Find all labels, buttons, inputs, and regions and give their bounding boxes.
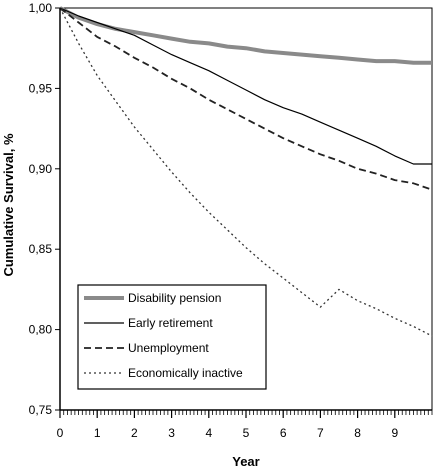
x-tick-label: 9: [391, 426, 398, 440]
legend-label: Early retirement: [128, 316, 213, 330]
x-tick-label: 2: [131, 426, 138, 440]
x-tick-label: 0: [57, 426, 64, 440]
x-tick-label: 6: [280, 426, 287, 440]
y-tick-label: 0,90: [29, 162, 53, 176]
x-tick-label: 4: [205, 426, 212, 440]
x-tick-label: 8: [354, 426, 361, 440]
x-axis-title: Year: [232, 454, 259, 467]
legend-box: [77, 284, 267, 390]
y-tick-label: 0,80: [29, 323, 53, 337]
series-line-early-retirement: [59, 7, 432, 165]
series-line-disability-pension: [59, 6, 432, 65]
legend: Disability pension Early retirement Unempl…: [77, 284, 267, 390]
series-line-unemployment: [59, 7, 433, 191]
axes-layer: 0,75 0,80 0,85 0,90 0,95 1,00 0 1 2 3 4 5 6 7 8 9: [29, 1, 433, 440]
x-tick-label: 1: [94, 426, 101, 440]
x-tick-label: 7: [317, 426, 324, 440]
legend-label: Disability pension: [128, 291, 221, 305]
x-tick-label: 3: [168, 426, 175, 440]
x-tick-label: 5: [243, 426, 250, 440]
series-line-economically-inactive: [59, 7, 433, 337]
y-tick-label: 0,95: [29, 81, 53, 95]
y-tick-label: 0,75: [29, 403, 53, 417]
y-axis-title: Cumulative Survival, %: [1, 133, 16, 276]
series-layer: [59, 6, 433, 337]
legend-label: Economically inactive: [128, 366, 243, 380]
y-tick-label: 0,85: [29, 242, 53, 256]
y-tick-label: 1,00: [29, 1, 53, 15]
legend-label: Unemployment: [128, 341, 209, 355]
